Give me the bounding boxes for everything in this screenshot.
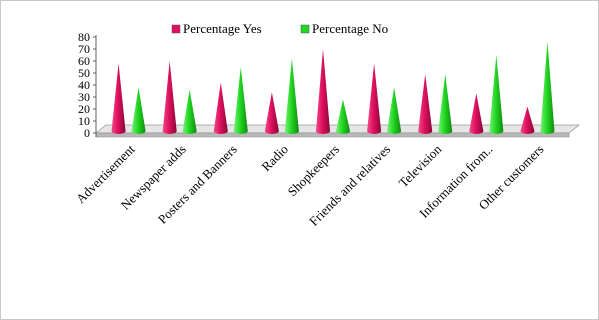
cone-bar bbox=[316, 49, 330, 134]
legend-item: Percentage Yes bbox=[171, 21, 262, 36]
legend-label: Percentage Yes bbox=[183, 21, 262, 36]
cone-bar bbox=[520, 106, 535, 134]
x-tick-label: Television bbox=[396, 141, 445, 190]
cone-bar bbox=[469, 93, 484, 134]
cone-bar bbox=[489, 55, 504, 134]
cone-bar bbox=[111, 63, 126, 134]
y-tick-label: 70 bbox=[78, 42, 90, 56]
y-tick-label: 60 bbox=[78, 54, 90, 68]
cone-bar bbox=[438, 74, 453, 134]
x-tick-label: Radio bbox=[258, 142, 291, 175]
y-tick-label: 0 bbox=[84, 126, 90, 140]
cone-bar bbox=[336, 99, 350, 134]
y-tick-label: 40 bbox=[78, 78, 90, 92]
cone-bar bbox=[367, 63, 382, 134]
y-tick-label: 80 bbox=[78, 30, 90, 44]
cone-bar bbox=[131, 87, 146, 134]
cone-bar bbox=[540, 41, 555, 134]
cone-bar bbox=[162, 61, 177, 134]
y-tick-label: 20 bbox=[78, 102, 90, 116]
legend-swatch bbox=[171, 24, 181, 34]
cone-bar bbox=[233, 67, 248, 134]
cone-bar bbox=[387, 87, 402, 134]
y-tick-label: 10 bbox=[78, 114, 90, 128]
legend-label: Percentage No bbox=[312, 21, 388, 36]
y-tick-label: 50 bbox=[78, 66, 90, 80]
cone-bar bbox=[284, 58, 299, 134]
legend-swatch bbox=[300, 24, 310, 34]
cone-bar bbox=[264, 92, 279, 134]
y-tick-label: 30 bbox=[78, 90, 90, 104]
cone-bar bbox=[182, 89, 197, 134]
cone-bar bbox=[213, 82, 228, 134]
legend-item: Percentage No bbox=[300, 21, 388, 36]
cone-bar bbox=[418, 74, 433, 134]
